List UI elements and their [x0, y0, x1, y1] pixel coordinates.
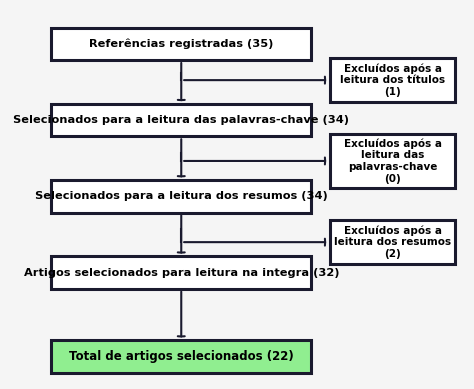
FancyBboxPatch shape — [51, 256, 311, 289]
Text: Excluídos após a
leitura dos títulos
(1): Excluídos após a leitura dos títulos (1) — [340, 63, 445, 97]
Text: Excluídos após a
leitura dos resumos
(2): Excluídos após a leitura dos resumos (2) — [334, 225, 451, 259]
FancyBboxPatch shape — [330, 134, 456, 187]
Text: Total de artigos selecionados (22): Total de artigos selecionados (22) — [69, 350, 293, 363]
Text: Selecionados para a leitura dos resumos (34): Selecionados para a leitura dos resumos … — [35, 191, 328, 202]
FancyBboxPatch shape — [51, 180, 311, 213]
Text: Referências registradas (35): Referências registradas (35) — [89, 39, 273, 49]
FancyBboxPatch shape — [51, 340, 311, 373]
Text: Excluídos após a
leitura das
palavras-chave
(0): Excluídos após a leitura das palavras-ch… — [344, 138, 442, 184]
FancyBboxPatch shape — [51, 104, 311, 137]
FancyBboxPatch shape — [330, 220, 456, 264]
FancyBboxPatch shape — [330, 58, 456, 102]
Text: Artigos selecionados para leitura na integra (32): Artigos selecionados para leitura na int… — [24, 268, 339, 278]
Text: Selecionados para a leitura das palavras-chave (34): Selecionados para a leitura das palavras… — [13, 115, 349, 125]
FancyBboxPatch shape — [51, 28, 311, 60]
